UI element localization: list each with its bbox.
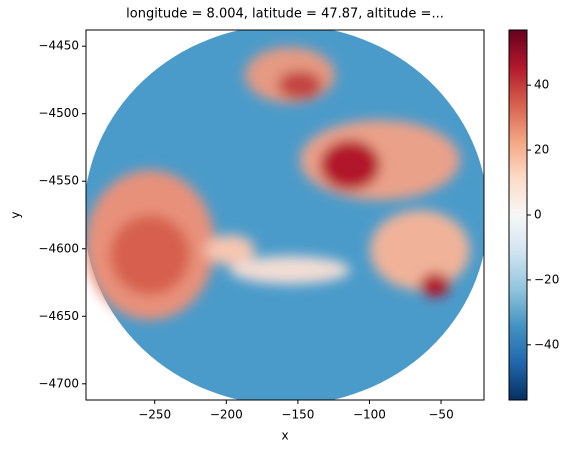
colorbar [508, 29, 528, 401]
y-tick-label: −4600 [38, 241, 79, 255]
colorbar-tick-label: 20 [534, 143, 549, 157]
y-tick-label: −4450 [38, 39, 79, 53]
y-tick-label: −4550 [38, 174, 79, 188]
echo-areas [86, 47, 470, 320]
y-tick-label: −4500 [38, 106, 79, 120]
chart-title: longitude = 8.004, latitude = 47.87, alt… [126, 7, 444, 22]
y-tick-label: −4700 [38, 376, 79, 390]
x-axis-label: x [281, 429, 288, 443]
colorbar-tick-label: −40 [534, 337, 559, 351]
x-tick-label: −100 [353, 408, 386, 422]
x-tick-label: −250 [138, 408, 171, 422]
x-tick-label: −50 [428, 408, 453, 422]
x-tick-label: −200 [210, 408, 243, 422]
plot-frame [85, 29, 485, 401]
y-axis-label: y [9, 211, 23, 218]
y-tick-label: −4650 [38, 309, 79, 323]
colorbar-tick-label: 0 [534, 208, 542, 222]
radar-field [86, 30, 484, 400]
colorbar-tick-label: 40 [534, 78, 549, 92]
colorbar-tick-label: −20 [534, 272, 559, 286]
x-tick-label: −150 [281, 408, 314, 422]
